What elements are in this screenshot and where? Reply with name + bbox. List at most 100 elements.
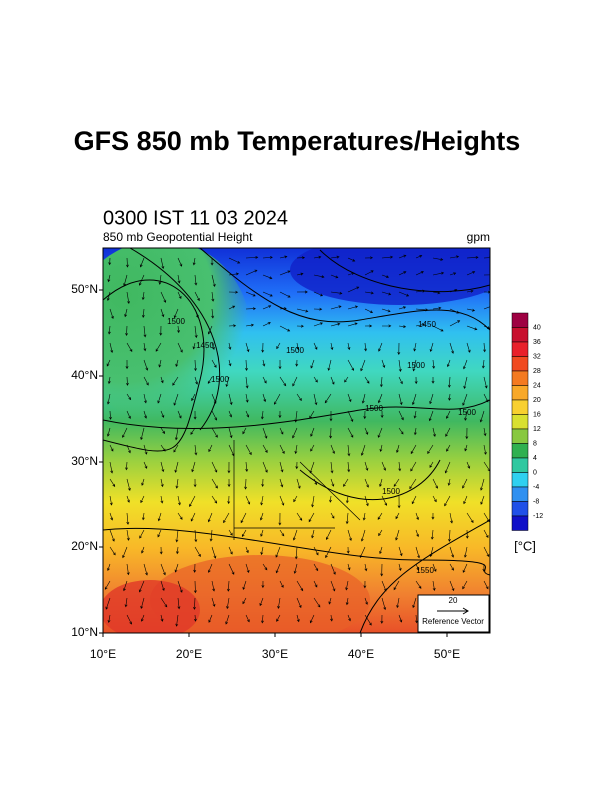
wind-vector bbox=[175, 529, 179, 543]
wind-vector bbox=[415, 271, 424, 276]
wind-vector bbox=[177, 410, 182, 419]
wind-vector bbox=[175, 478, 179, 489]
wind-vector bbox=[160, 563, 166, 576]
wind-vector bbox=[432, 257, 444, 261]
wind-vector bbox=[381, 274, 390, 279]
wind-vector bbox=[308, 512, 315, 523]
wind-vector bbox=[177, 580, 183, 593]
wind-vector bbox=[177, 274, 181, 284]
wind-vector bbox=[244, 478, 248, 490]
wind-vector bbox=[141, 546, 145, 554]
wind-vector bbox=[241, 529, 247, 538]
wind-vector bbox=[106, 393, 111, 405]
wind-vector bbox=[262, 444, 268, 453]
lon-label: 20°E bbox=[176, 647, 202, 661]
wind-vector bbox=[275, 546, 281, 558]
wind-vector bbox=[211, 410, 217, 421]
wind-vector bbox=[347, 427, 354, 438]
wind-vector bbox=[412, 359, 417, 372]
wind-vector bbox=[463, 376, 468, 389]
wind-vector bbox=[173, 393, 179, 406]
wind-vector bbox=[381, 324, 392, 328]
wind-vector bbox=[364, 256, 374, 260]
wind-vector bbox=[211, 495, 218, 504]
wind-vector bbox=[138, 274, 145, 286]
colorbar-box bbox=[511, 428, 529, 444]
wind-vector bbox=[295, 461, 299, 470]
wind-vector bbox=[395, 512, 400, 520]
wind-vector bbox=[330, 274, 339, 279]
wind-vector bbox=[104, 580, 111, 590]
wind-vector bbox=[228, 359, 232, 367]
wind-vector bbox=[228, 427, 233, 439]
wind-vector bbox=[449, 255, 460, 259]
wind-vector bbox=[176, 546, 179, 555]
lon-label: 50°E bbox=[434, 647, 460, 661]
wind-vector bbox=[194, 308, 199, 318]
wind-vector bbox=[413, 342, 417, 352]
colorbar-label: 24 bbox=[533, 382, 541, 389]
wind-vector bbox=[108, 410, 112, 420]
wind-vector bbox=[292, 529, 298, 541]
wind-vector bbox=[432, 427, 436, 437]
wind-vector bbox=[463, 495, 468, 505]
wind-vector bbox=[211, 546, 217, 559]
wind-vector bbox=[363, 410, 367, 420]
contour-label: 1500 bbox=[211, 375, 229, 384]
wind-vector bbox=[245, 291, 256, 297]
wind-vector bbox=[228, 444, 235, 457]
wind-vector bbox=[398, 563, 402, 572]
wind-vector bbox=[276, 342, 281, 350]
wind-vector bbox=[126, 342, 133, 353]
wind-vector bbox=[347, 461, 351, 473]
wind-vector bbox=[174, 563, 179, 573]
wind-vector bbox=[313, 393, 318, 406]
wind-vector bbox=[432, 271, 445, 276]
map-frame bbox=[102, 247, 491, 634]
colorbar-box bbox=[511, 341, 529, 357]
colorbar-unit: [°C] bbox=[514, 538, 536, 553]
wind-vector bbox=[364, 495, 369, 507]
wind-vector bbox=[278, 410, 282, 419]
wind-vector bbox=[124, 597, 128, 608]
wind-vector bbox=[261, 580, 265, 589]
wind-vector bbox=[139, 257, 145, 268]
wind-vector bbox=[361, 393, 366, 404]
wind-vector bbox=[109, 512, 114, 521]
wind-vector bbox=[278, 512, 282, 526]
wind-vector bbox=[295, 359, 299, 367]
contour-label: 1500 bbox=[407, 361, 425, 370]
wind-vector bbox=[192, 257, 196, 266]
colorbar-label: 0 bbox=[533, 469, 537, 476]
wind-vector bbox=[313, 322, 323, 327]
wind-vector bbox=[175, 359, 179, 367]
wind-vector bbox=[431, 512, 435, 520]
colorbar-label: 16 bbox=[533, 411, 541, 418]
wind-vector bbox=[125, 359, 129, 370]
wind-vector bbox=[140, 427, 145, 441]
wind-vector bbox=[228, 410, 233, 418]
contour-label: 1500 bbox=[382, 487, 400, 496]
wind-vector bbox=[143, 325, 147, 338]
wind-vector bbox=[347, 257, 356, 262]
wind-vector bbox=[398, 271, 407, 276]
lat-label: 10°N bbox=[71, 625, 98, 639]
wind-vector bbox=[445, 427, 451, 437]
wind-vector bbox=[432, 306, 442, 310]
wind-vector bbox=[245, 461, 249, 472]
wind-vector bbox=[483, 290, 490, 294]
colorbar-box bbox=[511, 356, 529, 372]
wind-vector bbox=[464, 410, 468, 421]
reference-vector-box: 20 Reference Vector bbox=[417, 594, 490, 633]
wind-vector bbox=[313, 307, 323, 311]
wind-vector bbox=[109, 495, 113, 506]
wind-vector bbox=[330, 580, 336, 592]
colorbar-box bbox=[511, 457, 529, 473]
wind-vector bbox=[296, 597, 302, 609]
wind-vector bbox=[432, 291, 441, 295]
wind-vector bbox=[109, 308, 114, 320]
wind-vector bbox=[141, 512, 145, 521]
colorbar-label: 36 bbox=[533, 339, 541, 346]
wind-vector bbox=[160, 376, 164, 384]
